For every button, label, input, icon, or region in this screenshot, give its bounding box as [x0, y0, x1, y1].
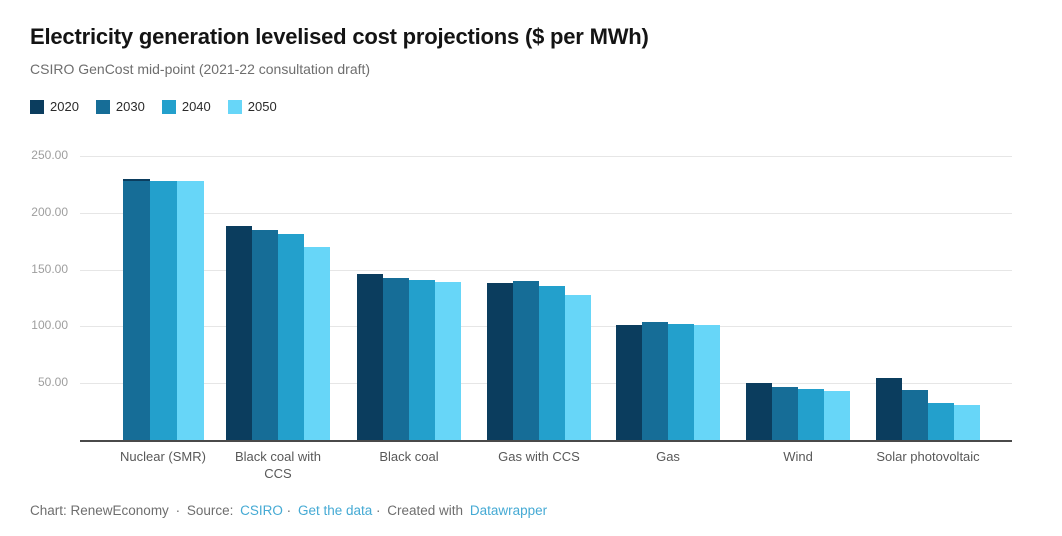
bar-2050-black-coal-with-ccs: [304, 246, 330, 440]
bar-2040-black-coal: [409, 279, 435, 440]
source-link[interactable]: CSIRO: [240, 503, 283, 518]
y-axis-tick-150: 150.00: [31, 261, 68, 276]
x-axis-label-black-coal: Black coal: [379, 449, 439, 464]
bar-2050-solar-photovoltaic: [954, 404, 980, 440]
bar-2040-gas: [668, 324, 694, 440]
footer-separator: ·: [286, 503, 292, 518]
x-axis-label-gas: Gas: [656, 449, 680, 464]
legend-label-2050: 2050: [247, 99, 277, 114]
gridline-150: [80, 269, 1012, 271]
bar-2020-black-coal: [357, 274, 383, 440]
footer-created-label: Created with: [387, 503, 464, 518]
chart-title: Electricity generation levelised cost pr…: [30, 24, 649, 49]
y-axis-tick-200: 200.00: [31, 204, 68, 219]
footer-separator: ·: [376, 503, 381, 518]
y-axis-tick-100: 100.00: [31, 318, 68, 333]
legend-item-2040: 2040: [161, 99, 211, 114]
legend-label-2040: 2040: [181, 99, 211, 114]
datawrapper-link[interactable]: Datawrapper: [469, 503, 548, 518]
bar-2020-gas: [616, 325, 642, 440]
bar-2030-wind: [772, 386, 798, 440]
bar-2050-black-coal: [435, 282, 461, 440]
y-axis-tick-250: 250.00: [31, 148, 68, 162]
footer-separator: ·: [175, 503, 181, 518]
legend-label-2020: 2020: [50, 99, 79, 114]
bar-2040-solar-photovoltaic: [928, 402, 954, 440]
bar-2040-gas-with-ccs: [539, 285, 565, 440]
bar-2050-gas: [694, 325, 720, 440]
x-axis-label-wind: Wind: [783, 449, 813, 464]
bar-2020-solar-photovoltaic: [876, 377, 902, 440]
bar-2020-black-coal-with-ccs: [226, 226, 252, 440]
legend: 2020 2030 2040 2050: [30, 99, 294, 114]
legend-swatch-2050: [227, 99, 242, 114]
bar-2030-nuclear-smr-: [122, 180, 150, 440]
bar-2050-gas-with-ccs: [565, 294, 591, 440]
y-axis-tick-50: 50.00: [37, 375, 68, 390]
bar-2030-black-coal: [383, 277, 409, 440]
x-axis-line: [80, 440, 1012, 442]
bar-2050-wind: [824, 391, 850, 440]
bar-2040-nuclear-smr-: [149, 180, 177, 440]
bar-2050-nuclear-smr-: [176, 180, 204, 440]
footer-credit: Chart: RenewEconomy: [30, 503, 169, 518]
legend-item-2020: 2020: [30, 99, 79, 114]
bar-2030-solar-photovoltaic: [902, 390, 928, 440]
gridline-250: [80, 156, 1012, 157]
bar-2040-black-coal-with-ccs: [278, 234, 304, 440]
chart-subtitle: CSIRO GenCost mid-point (2021-22 consult…: [30, 61, 371, 77]
legend-label-2030: 2030: [115, 99, 145, 114]
footer-source-label: Source:: [186, 503, 234, 518]
legend-item-2050: 2050: [227, 99, 277, 114]
footer: Chart: RenewEconomy · Source: CSIRO · Ge…: [30, 503, 547, 518]
bar-2030-gas-with-ccs: [513, 280, 539, 440]
bar-2020-wind: [746, 383, 772, 440]
x-axis-label-gas-with-ccs: Gas with CCS: [498, 449, 580, 464]
bar-2030-gas: [642, 321, 668, 440]
x-axis-label-nuclear-smr-: Nuclear (SMR): [120, 449, 206, 464]
legend-item-2030: 2030: [95, 99, 145, 114]
gridline-200: [80, 212, 1012, 214]
legend-swatch-2040: [161, 99, 176, 114]
bar-2030-black-coal-with-ccs: [252, 229, 278, 440]
bar-2020-gas-with-ccs: [487, 283, 513, 440]
x-axis-label-black-coal-with-ccs: Black coal with CCS: [235, 449, 321, 481]
bar-2040-wind: [798, 388, 824, 440]
x-axis-label-solar-photovoltaic: Solar photovoltaic: [876, 449, 980, 464]
legend-swatch-2030: [95, 99, 110, 114]
legend-swatch-2020: [30, 99, 44, 114]
get-the-data-link[interactable]: Get the data: [297, 503, 373, 518]
